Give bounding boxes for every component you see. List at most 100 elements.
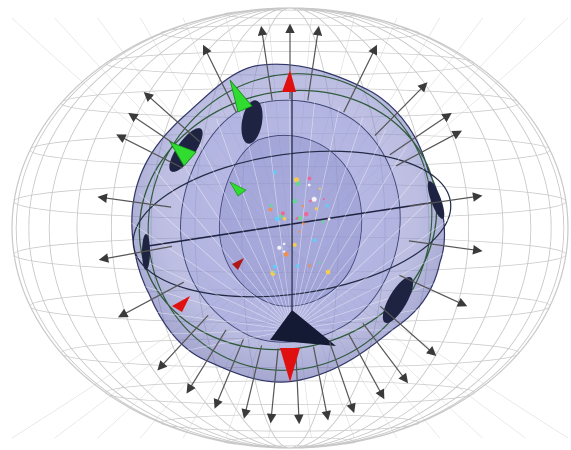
particle [327, 217, 331, 221]
vector-arrow [293, 348, 304, 425]
vector-arrow [399, 274, 468, 307]
vector-arrow [116, 134, 183, 169]
vector-arrow [117, 281, 185, 318]
particle [298, 230, 301, 233]
vector-arrow [395, 130, 463, 167]
vector-arrow [202, 44, 237, 113]
radial-line [291, 166, 426, 331]
particle [269, 204, 273, 208]
vector-arrow [362, 322, 409, 384]
radial-line [291, 129, 386, 331]
radial-line [291, 146, 407, 331]
particle [295, 181, 301, 187]
particle [309, 199, 312, 203]
particle [280, 211, 285, 216]
radial-line [173, 149, 293, 331]
red-cone-marker [232, 258, 244, 270]
radial-line [291, 101, 315, 331]
radial-line [103, 305, 293, 331]
parallel-line [160, 414, 420, 432]
particle [283, 250, 286, 253]
vector-arrow [97, 193, 172, 208]
plate-right-edge [427, 181, 445, 219]
particle [292, 242, 297, 247]
vector-arrow [143, 92, 201, 143]
radial-line [264, 102, 293, 331]
particle [273, 270, 277, 274]
radial-line [138, 193, 293, 331]
vector-arrow [329, 341, 356, 414]
radial-line [291, 107, 340, 331]
vector-arrow [408, 192, 483, 207]
vector-arrows [97, 23, 483, 425]
radial-line [291, 188, 443, 331]
vector-arrow [307, 25, 323, 101]
isosurface-blob [131, 63, 446, 383]
orbit-ring [147, 73, 433, 371]
vector-arrow [343, 44, 378, 113]
vector-arrow [157, 314, 209, 371]
vector-arrow [379, 305, 437, 356]
particle [301, 205, 304, 208]
red-cone-marker [172, 296, 190, 312]
parallel-line [105, 380, 475, 405]
radial-line [291, 269, 476, 331]
particle [295, 264, 300, 268]
green-cone-marker [169, 141, 197, 167]
particle [318, 261, 321, 264]
particle [295, 216, 299, 220]
plate-top [241, 100, 263, 144]
radial-line [216, 118, 293, 331]
dark-plates [142, 100, 445, 346]
particle [272, 264, 277, 269]
particle [293, 177, 300, 183]
radial-line [154, 170, 293, 331]
plate-right [382, 277, 414, 323]
red-cone-marker [282, 70, 296, 92]
meridian-line [15, 7, 565, 449]
vector-arrow [213, 338, 244, 409]
green-cone-marker [229, 79, 253, 113]
plate-left-edge [142, 234, 150, 270]
particle [321, 220, 325, 224]
particle [282, 217, 287, 221]
radial-line [291, 213, 457, 331]
particle [304, 212, 309, 217]
vector-arrow [374, 82, 428, 137]
plate-bottom-cone [270, 310, 336, 346]
particle [292, 199, 297, 204]
vector-arrow [347, 333, 385, 400]
particle [311, 196, 317, 202]
radial-line [125, 218, 293, 331]
particle [322, 198, 325, 201]
particle [283, 251, 289, 257]
radial-line [194, 132, 293, 331]
parallel-line [223, 436, 357, 447]
particle [302, 222, 305, 225]
particle [318, 187, 321, 190]
radial-line [239, 108, 293, 331]
colored-markers [169, 70, 300, 382]
vector-arrow [241, 345, 263, 419]
radial-line [291, 241, 468, 331]
blob-outer-surface [131, 63, 446, 383]
vector-arrow [312, 346, 332, 421]
radial-line [104, 329, 293, 367]
radial-lines [102, 80, 482, 367]
vector-arrow [257, 25, 273, 101]
red-cone-marker [280, 348, 300, 382]
particle [307, 176, 312, 181]
vector-arrow [266, 348, 279, 424]
radial-line [291, 116, 364, 331]
particle [307, 183, 311, 187]
particle [312, 238, 317, 243]
particle [274, 216, 280, 222]
orbit-ring [132, 150, 452, 298]
particle [268, 207, 273, 212]
particle [273, 170, 277, 175]
vector-arrow [98, 245, 173, 263]
particle [297, 216, 303, 221]
blob-core-surface [218, 135, 363, 307]
